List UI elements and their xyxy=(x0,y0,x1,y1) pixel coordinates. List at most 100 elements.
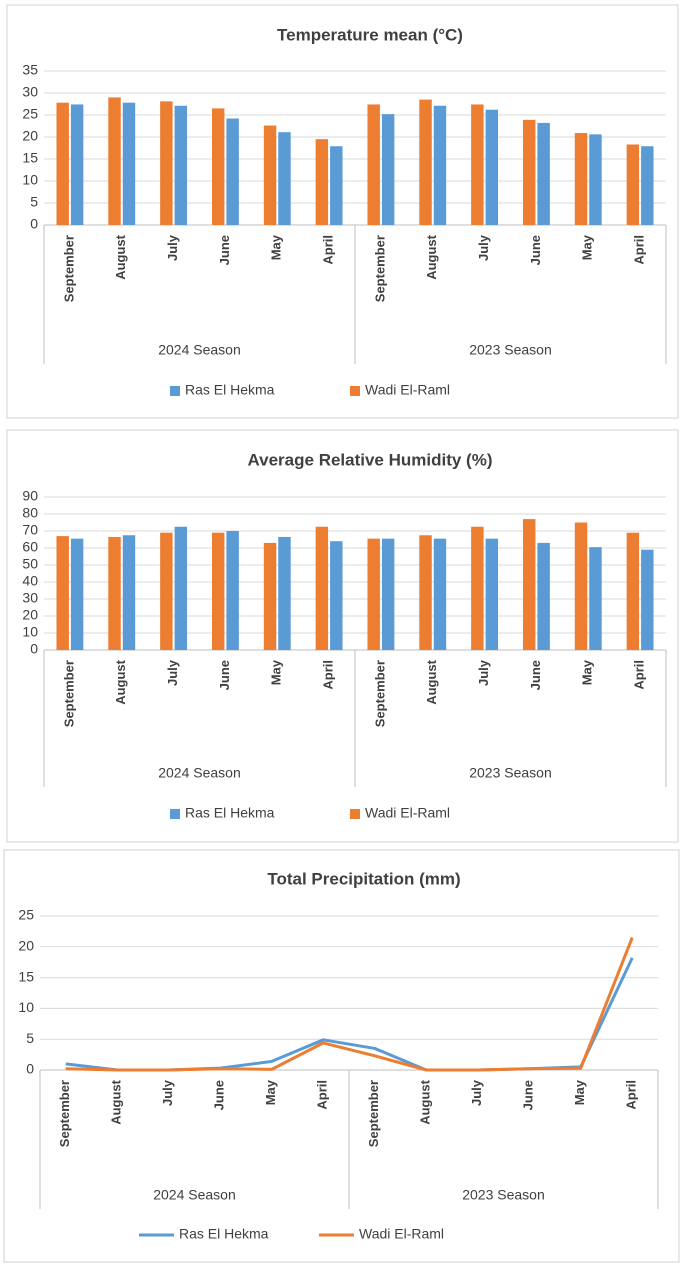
bar xyxy=(56,102,69,225)
x-tick-label: August xyxy=(113,659,128,704)
bar xyxy=(537,122,550,225)
bar xyxy=(471,104,484,225)
y-tick-label: 90 xyxy=(22,488,38,504)
panel xyxy=(3,849,680,1263)
bar xyxy=(471,526,484,650)
y-tick-label: 20 xyxy=(22,607,38,623)
x-tick-label: August xyxy=(109,1079,124,1124)
x-tick-label: September xyxy=(366,1080,381,1147)
bar xyxy=(160,532,173,650)
bar xyxy=(626,532,640,650)
y-tick-label: 35 xyxy=(22,62,38,78)
x-tick-label: June xyxy=(521,1080,536,1110)
bar xyxy=(315,526,329,650)
bar xyxy=(330,541,343,650)
x-tick-label: July xyxy=(160,1079,175,1106)
bar xyxy=(485,538,499,650)
bar xyxy=(315,139,329,225)
y-tick-label: 5 xyxy=(30,194,38,210)
bar xyxy=(263,542,277,650)
y-tick-label: 0 xyxy=(26,1061,34,1077)
y-tick-label: 0 xyxy=(30,641,38,657)
group-label: 2024 Season xyxy=(158,342,241,358)
bar xyxy=(211,108,225,225)
bar xyxy=(226,531,239,650)
x-tick-label: May xyxy=(263,1079,278,1105)
legend-swatch xyxy=(170,809,180,819)
legend-swatch xyxy=(170,386,180,396)
x-tick-label: April xyxy=(321,660,336,690)
y-tick-label: 70 xyxy=(22,522,38,538)
bar xyxy=(641,146,654,225)
x-tick-label: July xyxy=(165,234,180,261)
legend-swatch xyxy=(350,386,360,396)
bar xyxy=(381,538,395,650)
bar xyxy=(174,105,188,225)
legend-label: Wadi El-Raml xyxy=(359,1226,444,1242)
x-tick-label: April xyxy=(624,1080,639,1110)
bar xyxy=(122,535,136,650)
legend-label: Ras El Hekma xyxy=(179,1226,269,1242)
y-tick-label: 40 xyxy=(22,573,38,589)
bar xyxy=(641,549,654,650)
bar xyxy=(433,538,447,650)
chart-title: Average Relative Humidity (%) xyxy=(248,450,493,469)
y-tick-label: 25 xyxy=(18,907,34,923)
y-tick-label: 10 xyxy=(18,999,34,1015)
bar xyxy=(367,104,380,225)
bar xyxy=(278,132,291,225)
x-tick-label: July xyxy=(469,1079,484,1106)
legend-label: Wadi El-Raml xyxy=(365,805,450,821)
x-tick-label: September xyxy=(61,660,76,727)
bar xyxy=(574,522,588,650)
legend-label: Wadi El-Raml xyxy=(365,382,450,398)
bar xyxy=(263,125,277,225)
x-tick-label: May xyxy=(269,234,284,260)
group-label: 2023 Season xyxy=(462,1187,545,1203)
y-tick-label: 15 xyxy=(22,150,38,166)
x-tick-label: June xyxy=(212,1080,227,1110)
panel xyxy=(6,4,679,419)
y-tick-label: 10 xyxy=(22,624,38,640)
y-tick-label: 5 xyxy=(26,1030,34,1046)
x-tick-label: May xyxy=(580,659,595,685)
line xyxy=(65,957,634,1072)
line xyxy=(65,937,634,1072)
x-tick-label: June xyxy=(217,660,232,690)
bar xyxy=(589,134,602,225)
bar xyxy=(522,519,536,650)
x-tick-label: June xyxy=(528,660,543,690)
y-tick-label: 10 xyxy=(22,172,38,188)
chart-title: Temperature mean (°C) xyxy=(277,25,463,44)
x-tick-label: May xyxy=(580,234,595,260)
y-tick-label: 20 xyxy=(22,128,38,144)
x-tick-label: April xyxy=(632,235,647,265)
group-label: 2023 Season xyxy=(469,765,552,781)
y-tick-label: 80 xyxy=(22,505,38,521)
group-label: 2024 Season xyxy=(158,765,241,781)
bar xyxy=(330,146,343,225)
bar xyxy=(211,532,225,650)
x-tick-label: May xyxy=(269,659,284,685)
x-tick-label: May xyxy=(572,1079,587,1105)
x-tick-label: August xyxy=(424,659,439,704)
chart-title: Total Precipitation (mm) xyxy=(267,869,460,888)
bar xyxy=(108,536,121,650)
bar xyxy=(419,99,432,225)
bar xyxy=(574,133,588,225)
legend-swatch xyxy=(350,809,360,819)
x-tick-label: August xyxy=(418,1079,433,1124)
bar xyxy=(160,101,173,225)
y-tick-label: 20 xyxy=(18,938,34,954)
y-tick-label: 30 xyxy=(22,84,38,100)
group-label: 2023 Season xyxy=(469,342,552,358)
x-tick-label: August xyxy=(424,234,439,279)
bar xyxy=(122,102,136,225)
bar xyxy=(174,526,188,650)
bar xyxy=(419,535,432,650)
bar xyxy=(70,538,84,650)
y-tick-label: 60 xyxy=(22,539,38,555)
bar xyxy=(626,144,640,225)
x-tick-label: September xyxy=(372,235,387,302)
bar xyxy=(537,542,550,650)
